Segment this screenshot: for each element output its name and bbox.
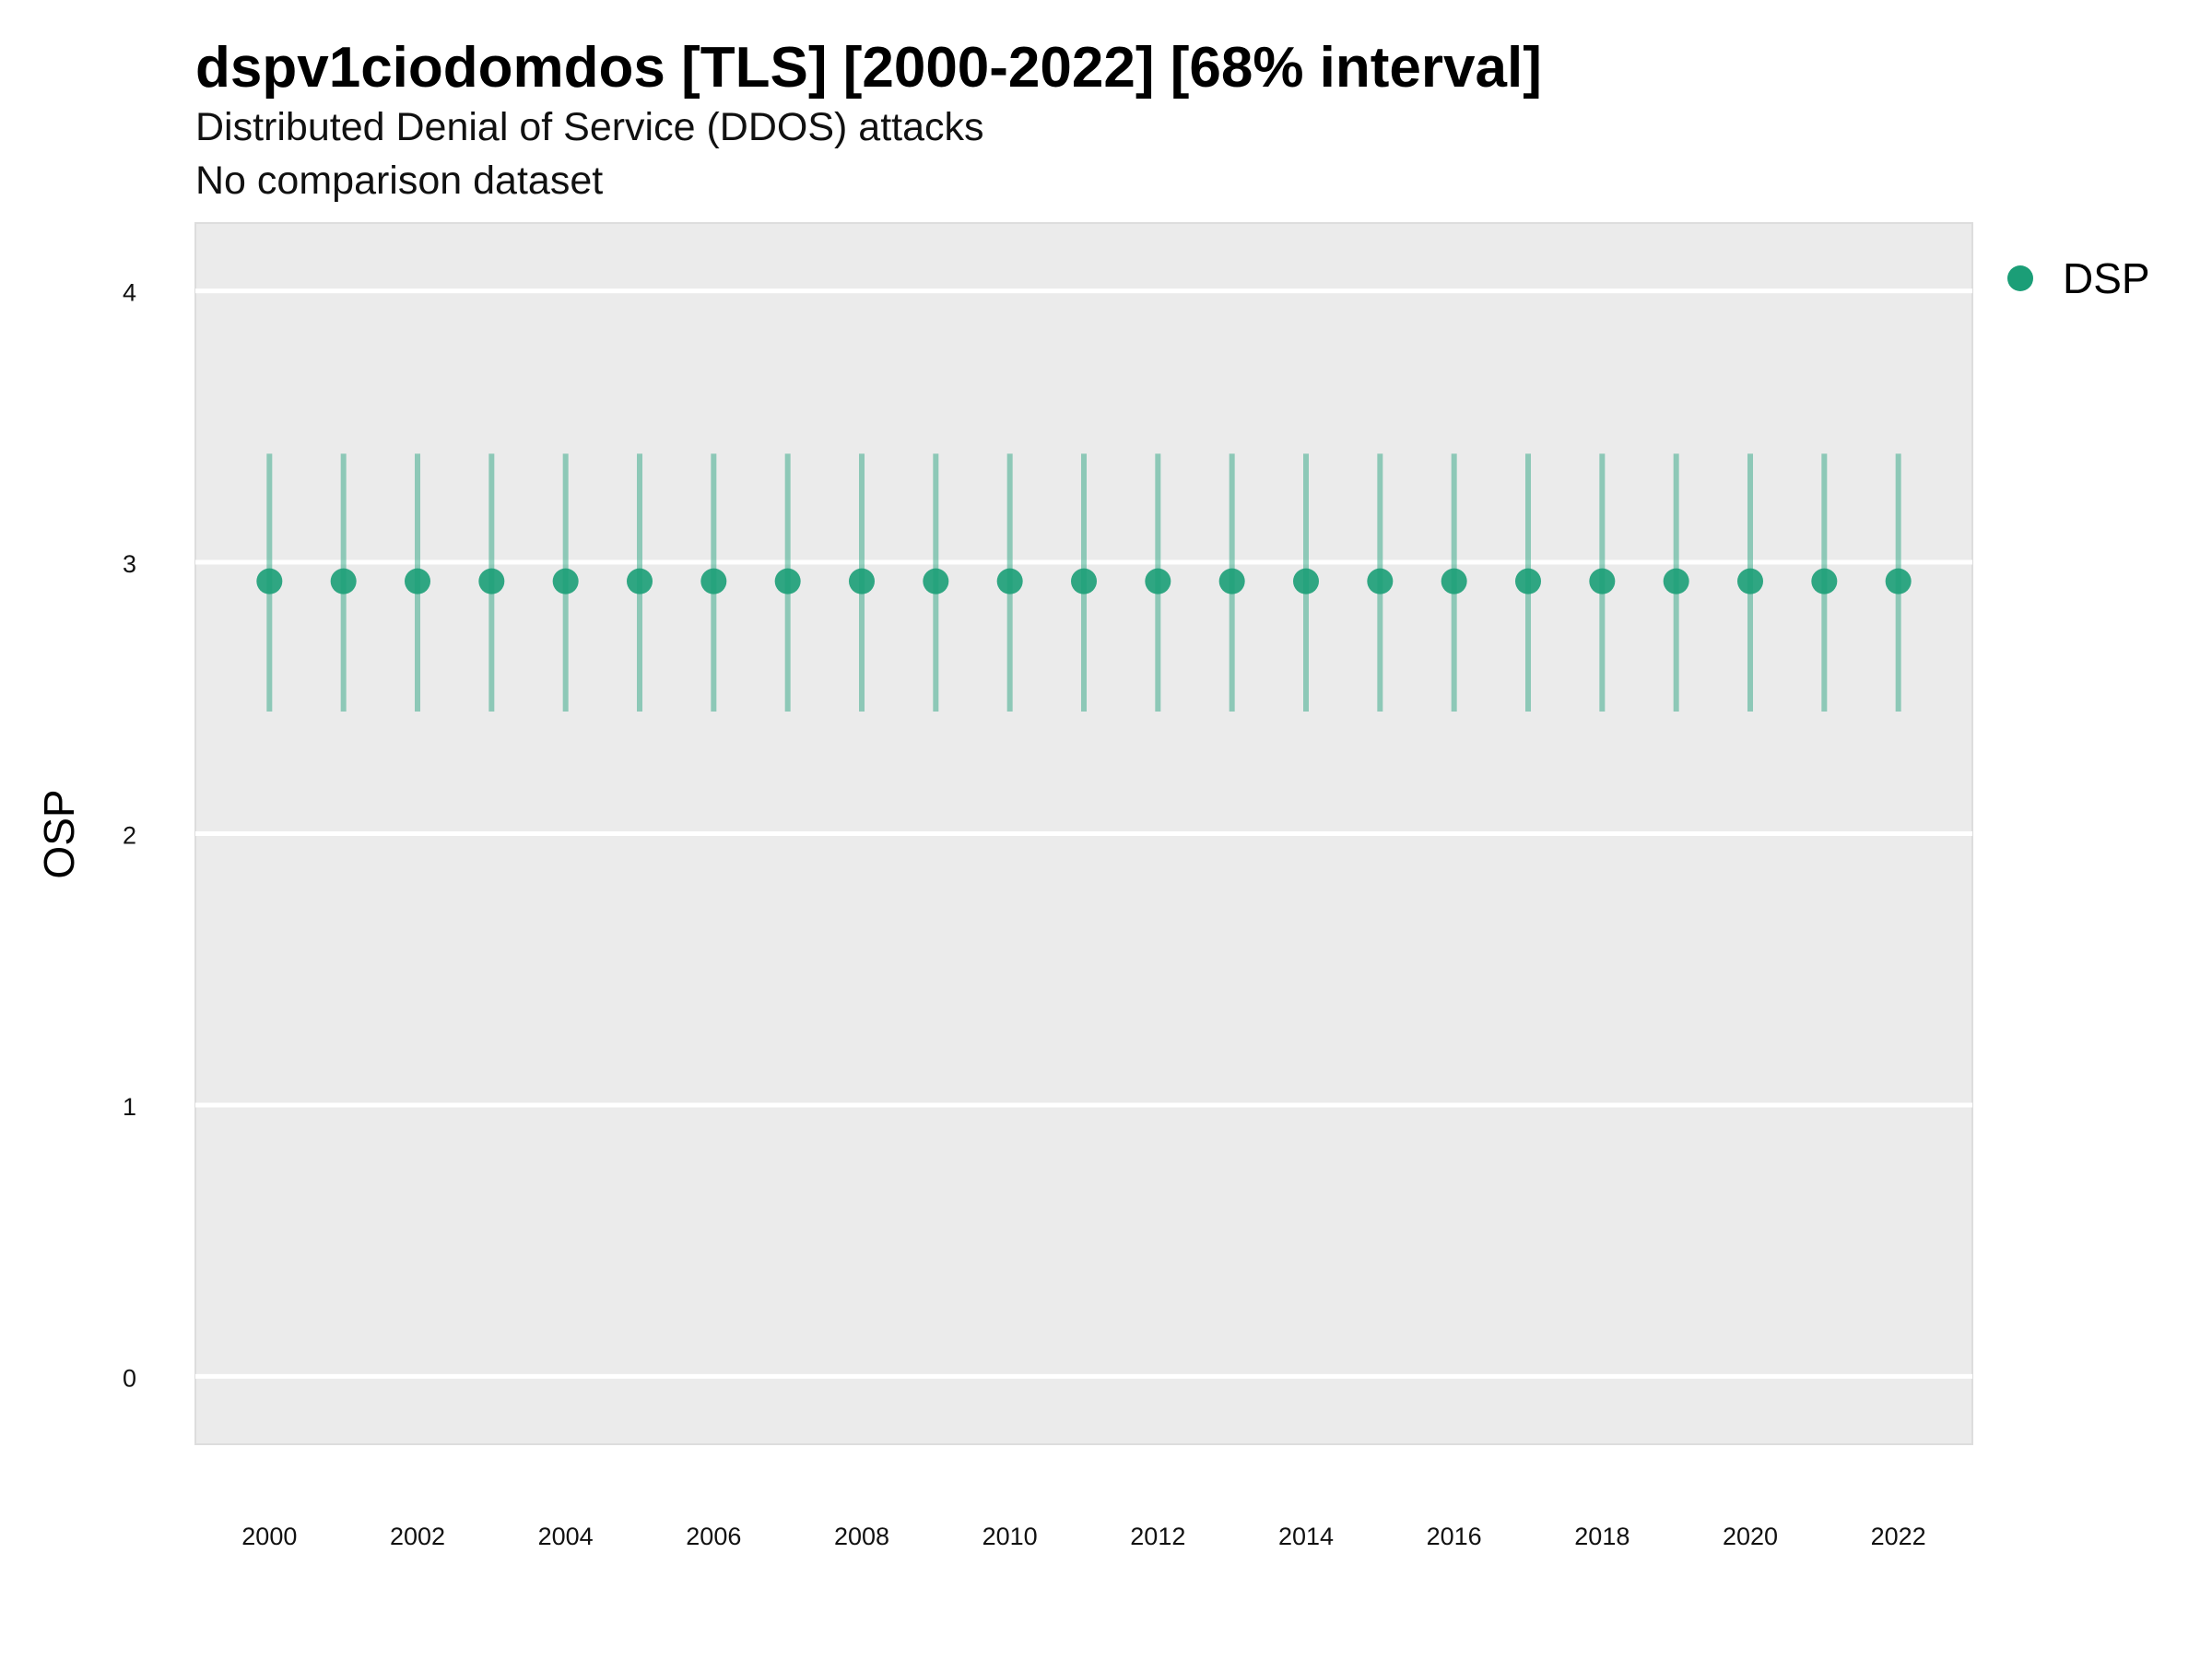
data-point bbox=[330, 568, 357, 594]
y-tick-labels: 0 1 2 3 4 bbox=[123, 279, 136, 1393]
x-tick-labels: 2000 2002 2004 2006 2008 2010 2012 2014 2016 2018… bbox=[241, 1523, 1925, 1550]
chart-title: dspv1ciodomdos [TLS] [2000-2022] [68% in… bbox=[195, 36, 1542, 100]
data-point bbox=[923, 568, 949, 594]
data-point bbox=[1737, 568, 1763, 594]
data-point bbox=[1811, 568, 1838, 594]
x-tick-label: 2002 bbox=[390, 1523, 445, 1550]
data-point bbox=[1663, 568, 1689, 594]
chart-subtitle: Distributed Denial of Service (DDOS) att… bbox=[195, 105, 984, 149]
x-tick-label: 2020 bbox=[1723, 1523, 1778, 1550]
data-point bbox=[1071, 568, 1097, 594]
y-tick-label: 4 bbox=[123, 279, 136, 307]
data-point bbox=[1145, 568, 1171, 594]
y-tick-label: 2 bbox=[123, 822, 136, 850]
data-point bbox=[552, 568, 579, 594]
data-point bbox=[774, 568, 801, 594]
data-point bbox=[1293, 568, 1319, 594]
x-tick-label: 2010 bbox=[982, 1523, 1038, 1550]
data-point bbox=[1367, 568, 1394, 594]
data-point bbox=[627, 568, 653, 594]
data-point bbox=[996, 568, 1023, 594]
legend-label: DSP bbox=[2063, 254, 2150, 302]
data-point bbox=[1515, 568, 1541, 594]
data-point bbox=[1589, 568, 1616, 594]
x-tick-label: 2014 bbox=[1278, 1523, 1334, 1550]
data-point bbox=[1885, 568, 1912, 594]
x-tick-label: 2004 bbox=[538, 1523, 594, 1550]
data-point bbox=[256, 568, 283, 594]
x-tick-label: 2000 bbox=[241, 1523, 297, 1550]
x-tick-label: 2018 bbox=[1574, 1523, 1630, 1550]
y-axis-label: OSP bbox=[35, 789, 83, 878]
legend-marker bbox=[2007, 265, 2033, 291]
data-point bbox=[405, 568, 430, 594]
data-point bbox=[1441, 568, 1467, 594]
y-tick-label: 1 bbox=[123, 1093, 136, 1121]
x-tick-label: 2012 bbox=[1130, 1523, 1185, 1550]
x-tick-label: 2022 bbox=[1871, 1523, 1926, 1550]
chart-caption: No comparison dataset bbox=[195, 159, 604, 203]
data-point bbox=[700, 568, 727, 594]
data-point bbox=[478, 568, 505, 594]
legend: DSP bbox=[2007, 254, 2150, 302]
grid-lines bbox=[195, 288, 1972, 1379]
x-tick-label: 2016 bbox=[1427, 1523, 1482, 1550]
y-tick-label: 3 bbox=[123, 550, 136, 578]
x-tick-label: 2006 bbox=[686, 1523, 741, 1550]
y-tick-label: 0 bbox=[123, 1364, 136, 1392]
data-point bbox=[849, 568, 875, 594]
data-points bbox=[256, 568, 1912, 594]
x-tick-label: 2008 bbox=[834, 1523, 889, 1550]
data-point bbox=[1218, 568, 1245, 594]
